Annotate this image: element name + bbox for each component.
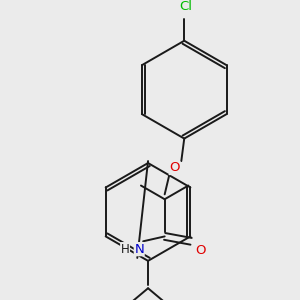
Text: H: H — [121, 243, 130, 256]
Text: Cl: Cl — [180, 0, 193, 13]
Text: N: N — [134, 243, 144, 256]
Text: O: O — [196, 244, 206, 256]
Text: O: O — [169, 161, 180, 174]
